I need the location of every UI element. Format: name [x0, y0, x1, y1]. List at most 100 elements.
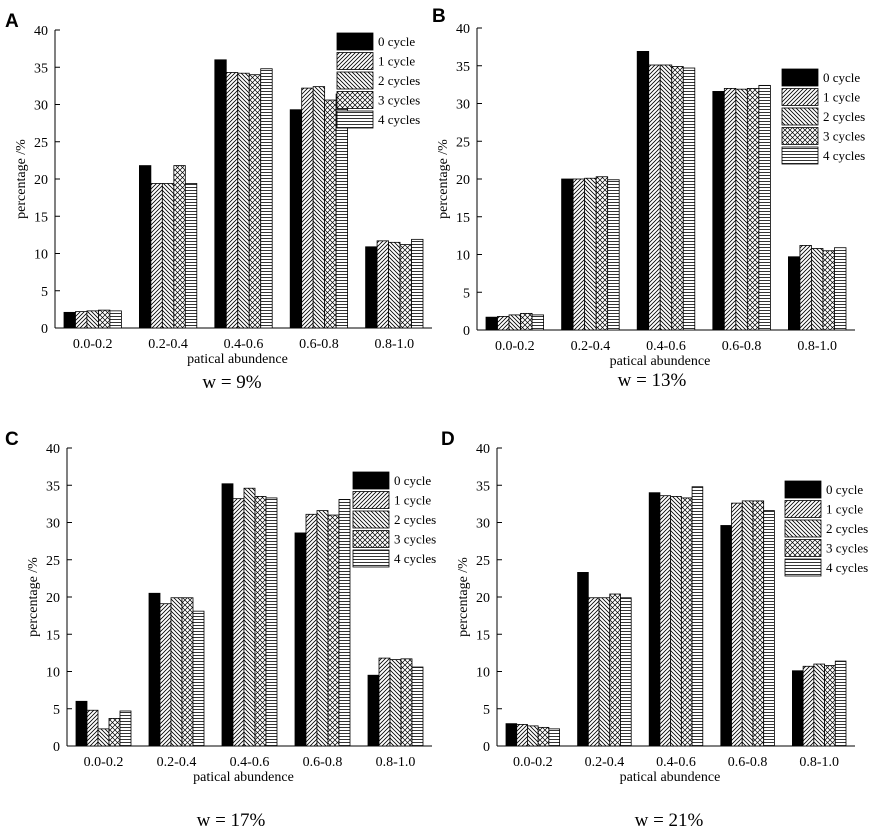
bar-0-cycle-0.0-0.2: [63, 311, 76, 329]
bar-3-cycles-0.6-0.8: [746, 88, 760, 331]
legend-swatch: [336, 32, 374, 51]
x-tick-label: 0.6-0.8: [299, 337, 339, 352]
bar-0-cycle-0.2-0.4: [148, 592, 161, 747]
x-tick-label: 0.0-0.2: [495, 339, 535, 354]
y-axis-title: percentage /%: [436, 139, 451, 219]
bar-0-cycle-0.0-0.2: [505, 723, 518, 747]
legend-swatch: [352, 491, 390, 509]
legend-label: 2 cycles: [394, 512, 436, 527]
bar-0-cycle-0.0-0.2: [485, 316, 498, 331]
legend-label: 2 cycles: [823, 109, 865, 124]
y-tick-label: 25: [476, 554, 490, 569]
legend-swatch: [784, 558, 822, 577]
bar-1-cycle-0.2-0.4: [572, 178, 586, 331]
bar-3-cycles-0.2-0.4: [181, 597, 194, 747]
bar-1-cycle-0.8-1.0: [376, 240, 389, 329]
legend-label: 0 cycle: [394, 473, 431, 488]
bar-3-cycles-0.8-1.0: [824, 665, 836, 747]
bar-2-cycles-0.0-0.2: [97, 728, 110, 747]
x-tick-label: 0.2-0.4: [148, 337, 188, 352]
panel-caption: w = 13%: [618, 370, 687, 391]
panel-letter: A: [5, 11, 19, 32]
bar-1-cycle-0.2-0.4: [150, 183, 163, 329]
bar-1-cycle-0.0-0.2: [86, 709, 99, 747]
bar-1-cycle-0.6-0.8: [723, 88, 737, 331]
y-tick-label: 30: [456, 98, 470, 113]
bar-3-cycles-0.6-0.8: [752, 500, 765, 747]
legend-swatch: [336, 52, 374, 70]
bar-4-cycles-0.4-0.6: [691, 486, 704, 747]
bar-2-cycles-0.4-0.6: [670, 496, 682, 747]
bar-3-cycles-0.2-0.4: [609, 593, 621, 747]
panel-caption: w = 9%: [202, 372, 261, 393]
bar-2-cycles-0.2-0.4: [584, 177, 597, 331]
bar-0-cycle-0.8-1.0: [367, 674, 380, 747]
bar-0-cycle-0.8-1.0: [365, 246, 378, 329]
bar-3-cycles-0.8-1.0: [399, 244, 412, 329]
y-tick-label: 15: [34, 210, 48, 225]
y-tick-label: 30: [46, 517, 60, 532]
y-tick-label: 10: [34, 248, 48, 263]
y-tick-label: 25: [456, 135, 470, 150]
legend-swatch: [781, 127, 819, 145]
y-tick-label: 40: [46, 442, 60, 457]
y-tick-label: 10: [456, 249, 470, 264]
legend-label: 4 cycles: [394, 551, 436, 566]
legend-label: 1 cycle: [826, 502, 863, 517]
x-tick-label: 0.0-0.2: [513, 755, 553, 770]
legend: 0 cycle 1 cycle 2 cycles 3 cycles 4 cycles: [781, 68, 865, 165]
y-tick-label: 0: [483, 740, 490, 755]
legend-label: 0 cycle: [826, 482, 863, 497]
y-tick-label: 20: [34, 173, 48, 188]
bar-1-cycle-0.6-0.8: [301, 87, 314, 329]
bar-2-cycles-0.0-0.2: [86, 310, 99, 329]
x-tick-label: 0.8-1.0: [374, 337, 414, 352]
y-axis-title: percentage /%: [14, 139, 29, 219]
bar-4-cycles-0.8-1.0: [411, 666, 424, 747]
bar-2-cycles-0.4-0.6: [659, 64, 673, 331]
bar-0-cycle-0.4-0.6: [214, 59, 227, 329]
bar-3-cycles-0.8-1.0: [822, 250, 835, 331]
legend-swatch: [784, 500, 822, 518]
x-tick-label: 0.2-0.4: [157, 755, 197, 770]
bar-4-cycles-0.2-0.4: [192, 610, 205, 747]
bar-1-cycle-0.8-1.0: [378, 657, 391, 747]
panel-letter: C: [5, 429, 19, 450]
legend-swatch: [784, 539, 822, 557]
legend-swatch: [784, 480, 822, 499]
legend: 0 cycle 1 cycle 2 cycles 3 cycles 4 cycles: [352, 471, 436, 568]
y-tick-label: 20: [46, 591, 60, 606]
bar-1-cycle-0.4-0.6: [648, 64, 661, 331]
bar-1-cycle-0.2-0.4: [159, 603, 172, 747]
legend-swatch: [336, 71, 374, 90]
bar-3-cycles-0.6-0.8: [327, 514, 340, 747]
y-tick-label: 30: [34, 99, 48, 114]
legend-label: 3 cycles: [823, 129, 865, 144]
bar-1-cycle-0.0-0.2: [516, 723, 528, 747]
bar-4-cycles-0.8-1.0: [834, 660, 847, 747]
legend-label: 0 cycle: [823, 70, 860, 85]
legend-label: 2 cycles: [378, 73, 420, 88]
legend-swatch: [352, 510, 390, 529]
panel-d: D 0 5 10 15 20 25 30 35 40 0.0-0.2 0.2-0.4 0.4-0.6 0.…: [441, 429, 868, 831]
bar-4-cycles-0.0-0.2: [548, 728, 561, 747]
y-tick-label: 15: [46, 628, 60, 643]
y-tick-label: 35: [34, 61, 48, 76]
legend-label: 0 cycle: [378, 34, 415, 49]
panel-b: B 0 5 10 15 20 25 30 35 40 0.0-0.2 0.2-0.4 0.4-0.6 0.…: [432, 6, 865, 391]
bar-2-cycles-0.2-0.4: [170, 597, 183, 747]
legend-swatch: [352, 530, 390, 548]
y-tick-label: 40: [476, 442, 490, 457]
legend-swatch: [781, 68, 819, 87]
bar-1-cycle-0.6-0.8: [305, 513, 318, 747]
x-tick-label: 0.0-0.2: [84, 755, 124, 770]
y-tick-label: 0: [41, 322, 48, 337]
y-axis-title: percentage /%: [26, 557, 41, 637]
legend-swatch: [352, 549, 390, 568]
legend-label: 3 cycles: [378, 93, 420, 108]
x-tick-label: 0.8-1.0: [799, 755, 839, 770]
x-tick-label: 0.6-0.8: [303, 755, 343, 770]
bar-2-cycles-0.4-0.6: [243, 487, 256, 747]
bar-4-cycles-0.0-0.2: [109, 310, 122, 329]
